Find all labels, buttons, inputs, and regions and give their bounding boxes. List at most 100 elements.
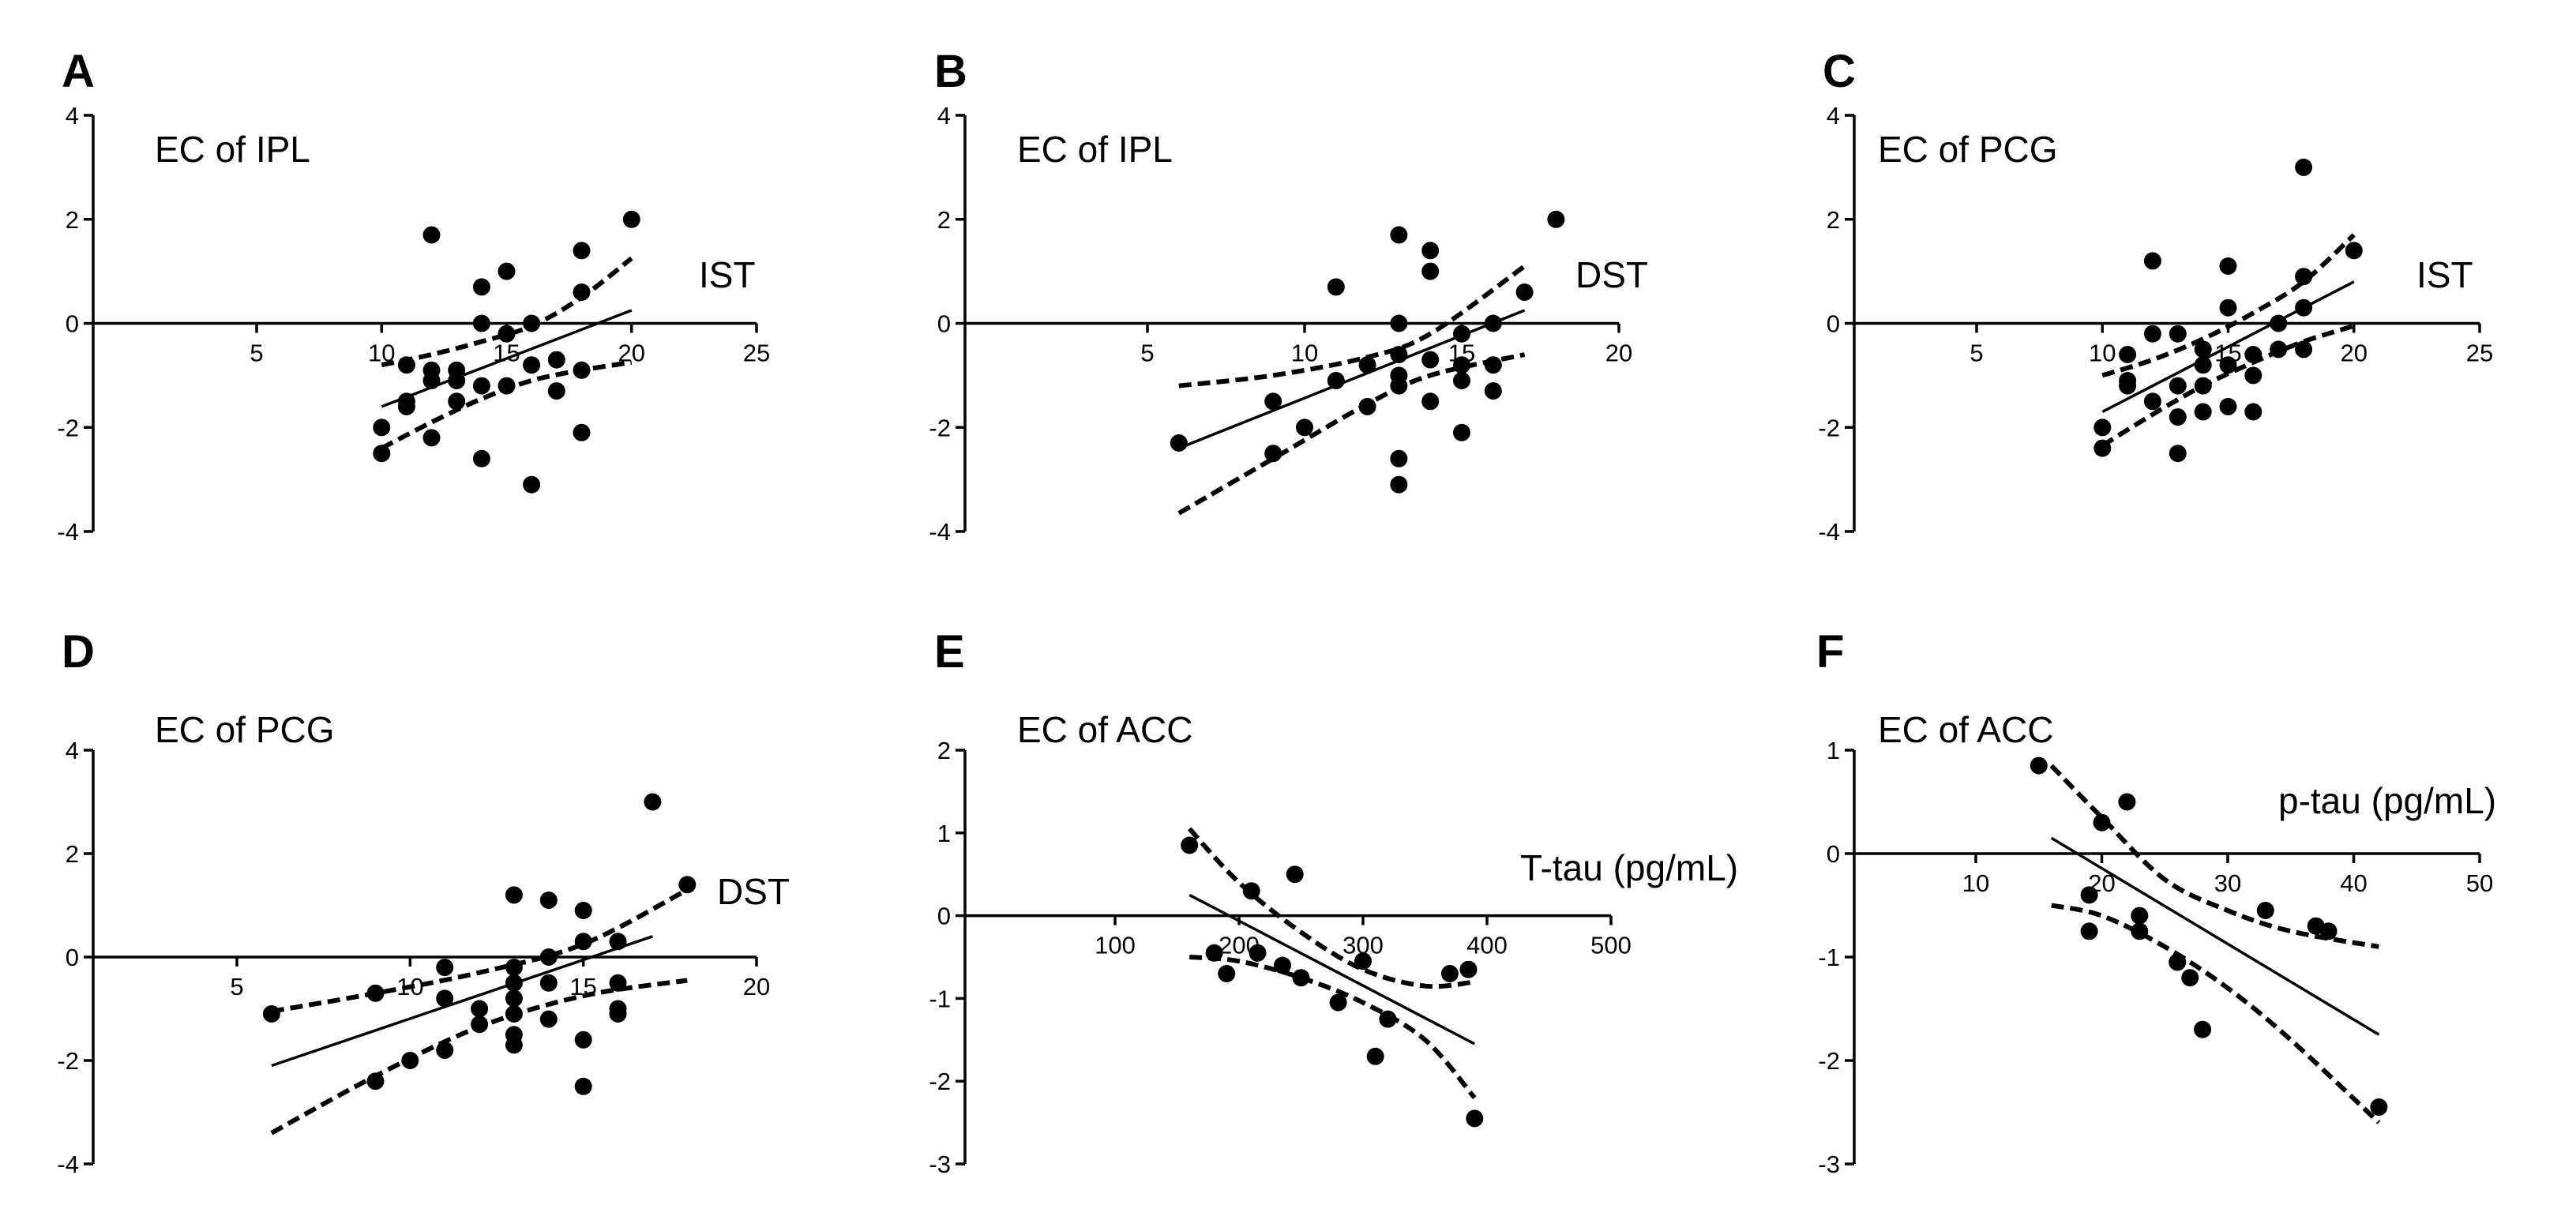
panel-a-data-point <box>448 392 466 411</box>
panel-c-data-point <box>2119 346 2137 363</box>
panel-b-data-point <box>1358 356 1376 374</box>
panel-d-y-tick-label: -4 <box>57 1151 79 1178</box>
panel-c-x-tick-label: 10 <box>2089 340 2116 367</box>
panel-b-data-point <box>1515 283 1534 301</box>
panel-b-y-tick-label: 2 <box>937 206 951 234</box>
panel-b-data-point <box>1421 392 1440 411</box>
panel-e-title: EC of ACC <box>1017 709 1192 750</box>
panel-b-y-tick-label: 4 <box>937 102 951 130</box>
panel-c-x-tick-label: 20 <box>2341 340 2368 367</box>
panel-a-data-point <box>397 356 415 374</box>
panel-d-data-point <box>505 974 523 992</box>
panel-f-data-point <box>2169 953 2187 971</box>
panel-d-data-point <box>471 1015 489 1034</box>
panel-b-data-point <box>1484 314 1502 332</box>
panel-d-x-axis-label: DST <box>717 871 790 912</box>
panel-a-data-point <box>472 377 490 395</box>
panel-b-data-point <box>1421 242 1440 260</box>
panel-a-data-point <box>422 226 441 244</box>
panel-a-data-point <box>472 278 490 296</box>
panel-b-x-tick-label: 20 <box>1605 340 1632 367</box>
panel-d-data-point <box>539 948 558 966</box>
panel-b-y-tick-label: -2 <box>929 414 951 441</box>
panel-a-regression-line <box>381 309 633 408</box>
panel-c-data-point <box>2169 408 2187 426</box>
panel-e-data-point <box>1329 993 1347 1012</box>
panel-a-data-point <box>523 314 541 332</box>
panel-e-x-tick-label: 100 <box>1095 932 1136 959</box>
panel-c-data-point <box>2093 419 2112 437</box>
panel-f-data-point <box>2030 756 2048 775</box>
panel-f-ci-lower <box>2051 903 2381 1124</box>
panel-f-data-point <box>2131 922 2149 940</box>
panel-d-data-point <box>574 1030 592 1049</box>
panel-b-data-point <box>1390 475 1408 494</box>
panel-f-title: EC of ACC <box>1878 709 2053 750</box>
panel-b-data-point <box>1264 392 1282 411</box>
panel-c-data-point <box>2143 392 2161 411</box>
panel-a-data-point <box>573 283 591 301</box>
panel-f-y-tick-label: -2 <box>1818 1047 1840 1075</box>
panel-d-x-tick-label: 5 <box>230 973 243 1000</box>
panel-e-data-point <box>1274 956 1291 974</box>
panel-e-ci-upper <box>1187 827 1475 989</box>
panel-c-regression-line <box>2101 280 2355 414</box>
panel-b-title: EC of IPL <box>1017 129 1173 170</box>
panel-c-x-tick-label: 25 <box>2466 340 2493 367</box>
panel-a-data-point <box>547 382 565 400</box>
panel-c-data-point <box>2219 257 2237 275</box>
panel-e-y-tick-label: 1 <box>937 820 951 847</box>
panel-d-y-tick-label: -2 <box>57 1047 79 1075</box>
panel-e-data-point <box>1292 969 1310 987</box>
panel-letter-d: D <box>62 626 95 678</box>
panel-a-data-point <box>523 475 541 494</box>
panel-d-data-point <box>366 984 385 1002</box>
panel-b-data-point <box>1390 449 1408 467</box>
panel-b-x-tick-label: 5 <box>1140 340 1154 367</box>
panel-a-x-tick-label: 5 <box>250 340 263 367</box>
panel-d-ci-upper <box>271 888 689 1014</box>
panel-a-data-point <box>373 419 391 437</box>
panel-e-data-point <box>1354 952 1372 970</box>
panel-d-data-point <box>609 974 627 992</box>
panel-a-data-point <box>573 423 591 441</box>
panel-letter-e: E <box>934 626 965 678</box>
panel-e-data-point <box>1249 944 1267 962</box>
panel-e-data-point <box>1181 836 1199 854</box>
panel-f-x-tick-label: 50 <box>2466 869 2493 897</box>
panel-f-data-point <box>2181 969 2199 987</box>
panel-f-y-tick-label: -3 <box>1818 1151 1840 1178</box>
panel-c-data-point <box>2295 268 2313 286</box>
panel-a-y-tick-label: -4 <box>57 518 79 546</box>
panel-a-data-point <box>472 449 490 467</box>
panel-f-x-tick-label: 40 <box>2340 869 2367 897</box>
panel-a-data-point <box>373 445 391 463</box>
panel-d-data-point <box>366 1072 385 1091</box>
panel-f-data-point <box>2370 1098 2388 1116</box>
panel-a-data-point <box>422 429 441 447</box>
panel-b-data-point <box>1264 445 1282 463</box>
panel-e-y-tick-label: 2 <box>937 737 951 764</box>
panel-d-regression-line <box>271 935 653 1068</box>
panel-e-data-point <box>1242 882 1260 900</box>
panel-d-data-point <box>574 902 592 919</box>
panel-c-data-point <box>2270 340 2288 358</box>
panel-d-data-point <box>401 1052 419 1069</box>
panel-d-y-tick-label: 2 <box>66 840 79 868</box>
panel-d-data-point <box>262 1005 280 1023</box>
panel-f-x-tick-label: 10 <box>1962 869 1989 897</box>
panel-e-data-point <box>1366 1047 1384 1065</box>
panel-f-y-tick-label: -1 <box>1818 944 1840 971</box>
panel-c-data-point <box>2219 356 2237 374</box>
panel-a-data-point <box>448 372 466 389</box>
panel-f-x-axis-label: p-tau (pg/mL) <box>2278 780 2496 821</box>
panel-d-data-point <box>505 989 523 1008</box>
panel-a-ci-lower <box>380 359 633 451</box>
panel-c-data-point <box>2169 445 2187 463</box>
panel-a-y-tick-label: 2 <box>66 206 79 234</box>
panel-c-data-point <box>2244 366 2262 385</box>
panel-c-ci-upper <box>2101 233 2356 378</box>
